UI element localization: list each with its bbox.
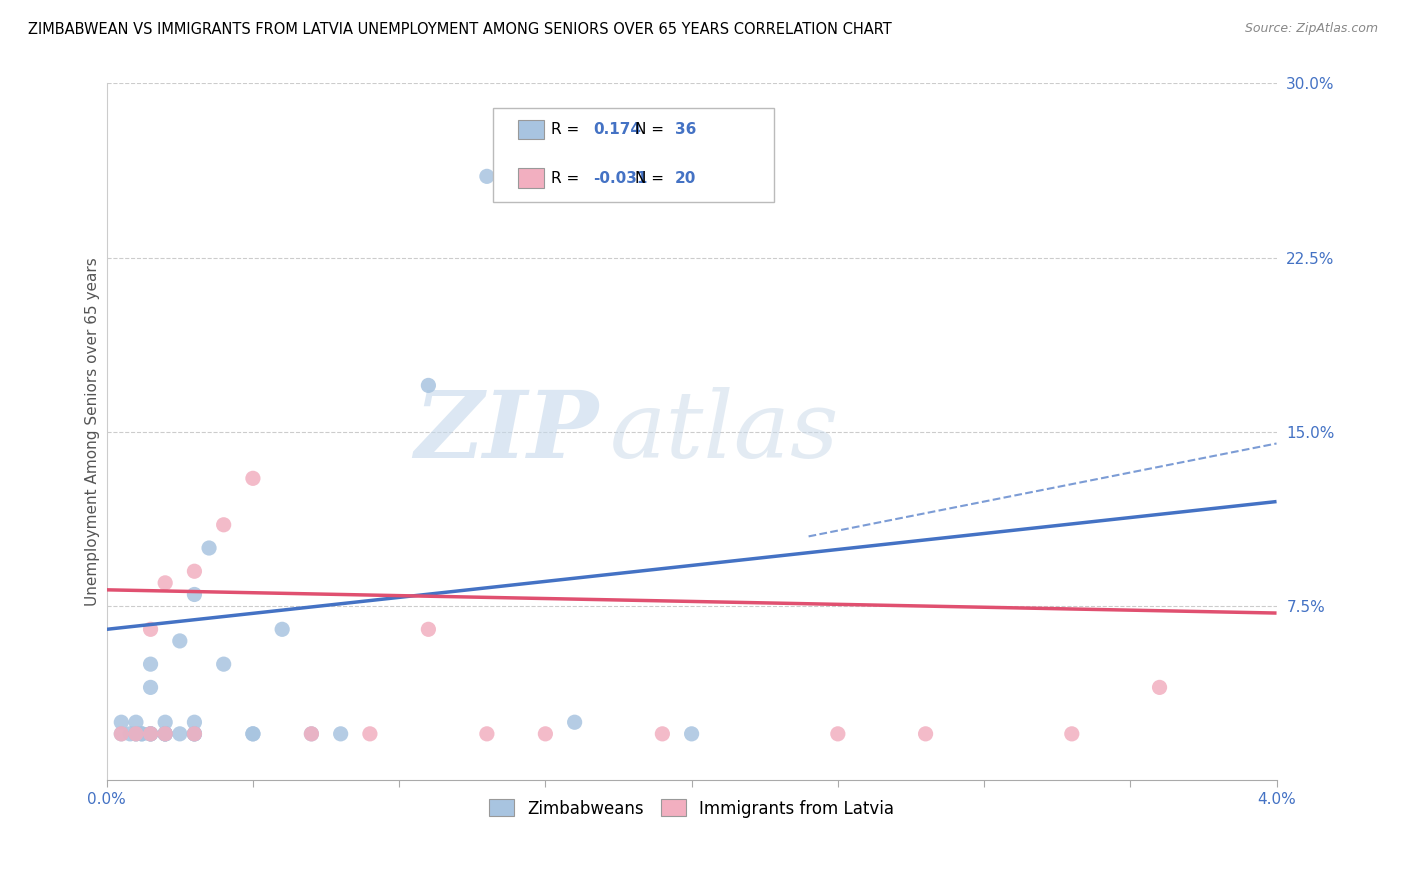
Point <box>359 727 381 741</box>
Point <box>131 727 153 741</box>
Text: N =: N = <box>636 170 669 186</box>
FancyBboxPatch shape <box>492 108 773 202</box>
Text: N =: N = <box>636 122 669 137</box>
Legend: Zimbabweans, Immigrants from Latvia: Zimbabweans, Immigrants from Latvia <box>482 793 901 824</box>
Point <box>183 727 205 741</box>
Point <box>183 727 205 741</box>
Point <box>183 727 205 741</box>
Text: 0.174: 0.174 <box>593 122 641 137</box>
Point <box>110 727 132 741</box>
Text: ZIP: ZIP <box>413 387 598 477</box>
Point <box>110 727 132 741</box>
Point <box>271 623 294 637</box>
Point <box>120 727 142 741</box>
Point <box>418 623 440 637</box>
Text: -0.031: -0.031 <box>593 170 648 186</box>
Point <box>110 715 132 730</box>
Point <box>242 727 264 741</box>
Point <box>139 681 162 695</box>
Text: 36: 36 <box>675 122 696 137</box>
Point <box>242 727 264 741</box>
Point <box>299 727 322 741</box>
Point <box>299 727 322 741</box>
Point <box>183 727 205 741</box>
Point <box>183 715 205 730</box>
Point <box>153 727 176 741</box>
Point <box>534 727 557 741</box>
Point <box>153 727 176 741</box>
Point <box>1149 681 1171 695</box>
Point <box>125 715 148 730</box>
Point <box>1060 727 1083 741</box>
Point <box>198 541 221 555</box>
Point <box>183 587 205 601</box>
Point <box>153 575 176 590</box>
Point <box>242 471 264 485</box>
Point <box>125 727 148 741</box>
Point <box>153 727 176 741</box>
Text: ZIMBABWEAN VS IMMIGRANTS FROM LATVIA UNEMPLOYMENT AMONG SENIORS OVER 65 YEARS CO: ZIMBABWEAN VS IMMIGRANTS FROM LATVIA UNE… <box>28 22 891 37</box>
Y-axis label: Unemployment Among Seniors over 65 years: Unemployment Among Seniors over 65 years <box>86 258 100 607</box>
Point <box>651 727 673 741</box>
Text: R =: R = <box>551 122 585 137</box>
Point <box>153 727 176 741</box>
Point <box>183 564 205 578</box>
Point <box>131 727 153 741</box>
Point <box>139 727 162 741</box>
Point <box>139 727 162 741</box>
Point <box>139 727 162 741</box>
Point <box>329 727 352 741</box>
Point <box>475 169 498 184</box>
Point <box>169 634 191 648</box>
Point <box>827 727 849 741</box>
Point <box>681 727 703 741</box>
Point <box>564 715 586 730</box>
Point <box>139 657 162 672</box>
Text: atlas: atlas <box>610 387 839 477</box>
Point <box>125 727 148 741</box>
Point <box>914 727 936 741</box>
Bar <box>519 169 544 188</box>
Point <box>169 727 191 741</box>
Point <box>212 517 235 532</box>
Point <box>475 727 498 741</box>
Text: 20: 20 <box>675 170 696 186</box>
Bar <box>519 120 544 139</box>
Point <box>153 727 176 741</box>
Point <box>125 727 148 741</box>
Point <box>153 715 176 730</box>
Text: Source: ZipAtlas.com: Source: ZipAtlas.com <box>1244 22 1378 36</box>
Point <box>139 727 162 741</box>
Text: R =: R = <box>551 170 585 186</box>
Point <box>139 623 162 637</box>
Point <box>212 657 235 672</box>
Point <box>418 378 440 392</box>
